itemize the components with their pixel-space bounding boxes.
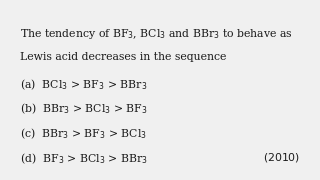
- Text: The tendency of BF$_3$, BCl$_3$ and BBr$_3$ to behave as: The tendency of BF$_3$, BCl$_3$ and BBr$…: [20, 27, 293, 41]
- Text: $(2010)$: $(2010)$: [263, 151, 300, 164]
- Text: (d)  BF$_3$ > BCl$_3$ > BBr$_3$: (d) BF$_3$ > BCl$_3$ > BBr$_3$: [20, 151, 148, 166]
- Text: (c)  BBr$_3$ > BF$_3$ > BCl$_3$: (c) BBr$_3$ > BF$_3$ > BCl$_3$: [20, 126, 147, 141]
- Text: (a)  BCl$_3$ > BF$_3$ > BBr$_3$: (a) BCl$_3$ > BF$_3$ > BBr$_3$: [20, 77, 148, 92]
- Text: Lewis acid decreases in the sequence: Lewis acid decreases in the sequence: [20, 52, 227, 62]
- Text: (b)  BBr$_3$ > BCl$_3$ > BF$_3$: (b) BBr$_3$ > BCl$_3$ > BF$_3$: [20, 102, 148, 116]
